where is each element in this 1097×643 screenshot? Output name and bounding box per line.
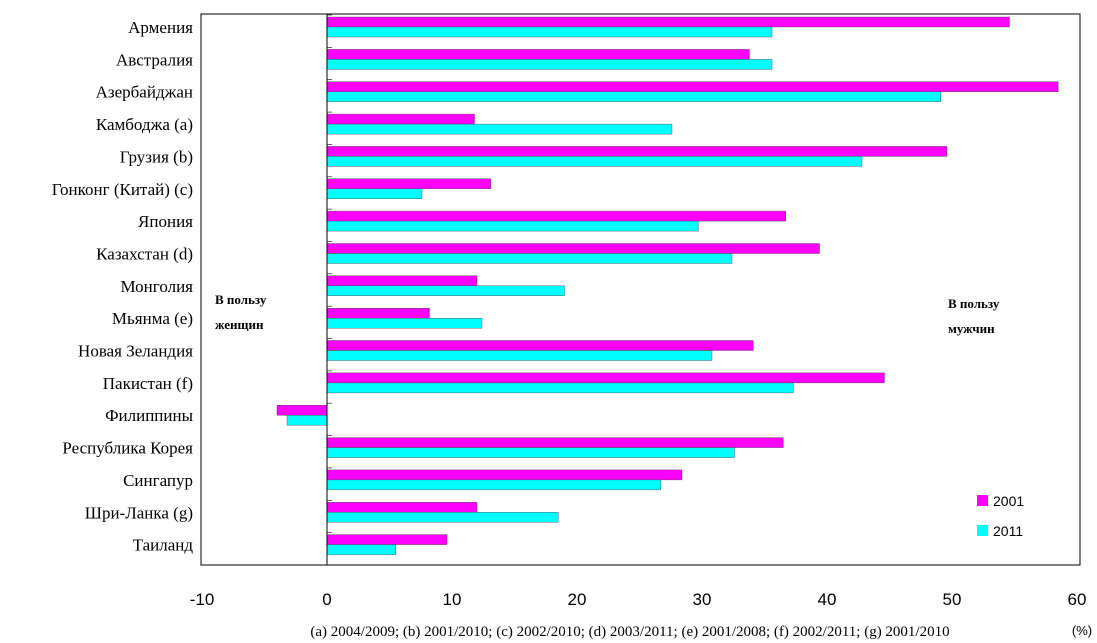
annotation-women-line1: В пользу [215, 292, 267, 307]
bar-2001-5 [326, 178, 492, 190]
category-label-16: Таиланд [133, 536, 194, 555]
category-label-7: Казахстан (d) [96, 245, 193, 264]
bar-2001-4 [326, 146, 948, 157]
bar-2011-13 [326, 447, 735, 458]
bar-2011-0 [326, 26, 773, 38]
category-label-12: Филиппины [105, 406, 194, 425]
category-label-9: Мьянма (e) [112, 309, 193, 328]
bar-2001-3 [326, 113, 475, 125]
annotation-men-line2: мужчин [948, 321, 995, 336]
category-label-13: Республика Корея [62, 439, 193, 458]
x-tick-labels: -10 0 10 20 30 40 50 60 [190, 590, 1087, 609]
bar-2001-9 [326, 308, 430, 319]
bar-2001-1 [326, 49, 750, 60]
category-label-15: Шри-Ланка (g) [85, 503, 193, 522]
category-label-6: Япония [138, 212, 193, 231]
category-label-10: Новая Зеландия [78, 342, 193, 361]
x-tick-label-4: 30 [693, 590, 712, 609]
category-label-0: Армения [128, 18, 193, 37]
legend: 2001 2011 [977, 493, 1024, 539]
bar-2011-1 [326, 59, 773, 70]
bar-2011-8 [326, 285, 565, 296]
bar-2011-7 [326, 253, 733, 264]
bar-2011-4 [326, 156, 863, 167]
bars-group [276, 14, 1059, 566]
category-label-11: Пакистан (f) [103, 374, 193, 393]
category-label-1: Австралия [116, 50, 193, 69]
category-label-5: Гонконг (Китай) (c) [52, 180, 193, 199]
category-label-3: Камбоджа (a) [96, 115, 193, 134]
x-unit-label: (%) [1072, 623, 1092, 638]
x-tick-label-7: 60 [1068, 590, 1087, 609]
bar-2001-10 [326, 340, 754, 351]
bar-2001-11 [326, 372, 885, 384]
bar-2011-3 [326, 123, 673, 135]
legend-label-2001: 2001 [993, 493, 1024, 509]
x-tick-label-3: 20 [568, 590, 587, 609]
bar-2001-6 [326, 210, 786, 222]
bar-2001-0 [326, 16, 1010, 28]
bar-2001-14 [326, 469, 683, 481]
bar-2011-11 [326, 382, 794, 394]
legend-swatch-2001 [977, 495, 988, 506]
category-label-4: Грузия (b) [120, 147, 193, 166]
bar-2011-2 [326, 91, 941, 102]
legend-swatch-2011 [977, 525, 988, 536]
bar-2011-16 [326, 544, 397, 555]
bar-2011-15 [326, 512, 559, 523]
bar-2001-2 [326, 81, 1059, 92]
bar-2001-12 [276, 405, 328, 416]
annotation-men-line1: В пользу [948, 296, 1000, 311]
bar-2001-13 [326, 437, 784, 448]
bar-2011-9 [326, 318, 483, 329]
category-label-2: Азербайджан [96, 83, 193, 102]
legend-label-2011: 2011 [993, 523, 1023, 539]
category-labels: Армения Австралия Азербайджан Камбоджа (a) Г… [52, 18, 194, 555]
footnote: (a) 2004/2009; (b) 2001/2010; (c) 2002/2… [310, 624, 949, 640]
annotation-women-line2: женщин [215, 317, 264, 332]
bar-2011-12 [286, 415, 328, 426]
bar-2001-8 [326, 275, 478, 286]
x-tick-label-5: 40 [818, 590, 837, 609]
bar-2011-5 [326, 188, 423, 200]
x-tick-label-6: 50 [943, 590, 962, 609]
category-label-14: Сингапур [123, 471, 193, 490]
bar-2001-15 [326, 502, 478, 513]
x-tick-label-1: 0 [322, 590, 331, 609]
bar-2011-10 [326, 350, 713, 361]
bar-2011-14 [326, 479, 661, 491]
x-tick-label-0: -10 [190, 590, 215, 609]
bar-2001-16 [326, 534, 448, 545]
bar-2011-6 [326, 220, 699, 232]
x-tick-label-2: 10 [443, 590, 462, 609]
bar-2001-7 [326, 243, 820, 254]
category-label-8: Монголия [120, 277, 193, 296]
